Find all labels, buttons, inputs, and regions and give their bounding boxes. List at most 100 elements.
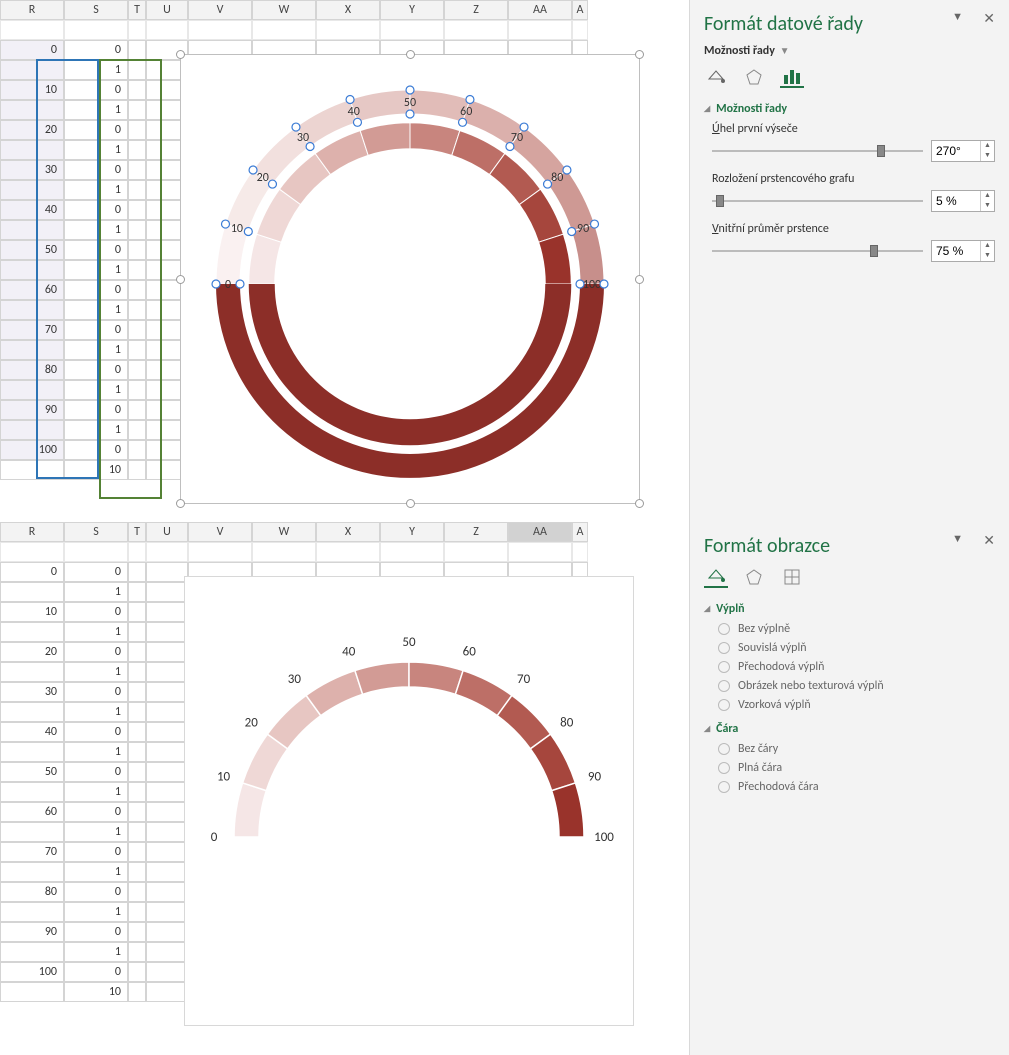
cell[interactable]: 0 [64,40,128,60]
cell[interactable]: 0 [64,602,128,622]
cell[interactable] [0,180,64,200]
cell[interactable]: 1 [64,260,128,280]
cell[interactable]: 10 [64,982,128,1002]
cell[interactable]: 30 [0,682,64,702]
cell[interactable] [128,400,146,420]
radio-option[interactable]: Souvislá výplň [718,641,995,655]
cell[interactable]: 0 [64,360,128,380]
cell[interactable] [128,440,146,460]
cell[interactable] [128,602,146,622]
cell[interactable] [0,140,64,160]
cell[interactable] [128,982,146,1002]
cell[interactable]: 90 [0,922,64,942]
cell[interactable]: 0 [64,120,128,140]
cell[interactable]: 90 [0,400,64,420]
cell[interactable]: 1 [64,902,128,922]
cell[interactable]: 0 [64,682,128,702]
hole-spinner[interactable]: ▲▼ [931,240,995,262]
cell[interactable]: 100 [0,440,64,460]
cell[interactable]: 1 [64,822,128,842]
cell[interactable] [146,682,188,702]
cell[interactable] [128,240,146,260]
cell[interactable] [128,722,146,742]
col-header[interactable]: U [146,522,188,542]
cell[interactable]: 0 [64,160,128,180]
col-header[interactable]: R [0,0,64,20]
cell[interactable] [128,220,146,240]
cell[interactable] [128,702,146,722]
cell[interactable] [0,220,64,240]
cell[interactable]: 80 [0,882,64,902]
cell[interactable] [128,40,146,60]
cell[interactable]: 60 [0,802,64,822]
panel-subtitle[interactable]: Možnosti řady ▼ [704,44,995,58]
cell[interactable] [128,942,146,962]
fill-line-icon[interactable] [704,566,728,588]
cell[interactable] [128,100,146,120]
cell[interactable] [146,622,188,642]
cell[interactable] [146,702,188,722]
cell[interactable] [128,380,146,400]
cell[interactable] [128,762,146,782]
cell[interactable]: 1 [64,380,128,400]
cell[interactable]: 1 [64,220,128,240]
col-header[interactable]: Y [380,522,444,542]
angle-slider[interactable] [712,144,923,158]
cell[interactable]: 1 [64,662,128,682]
cell[interactable]: 40 [0,200,64,220]
cell[interactable]: 10 [64,460,128,480]
radio-option[interactable]: Bez výplně [718,622,995,636]
panel-menu-chevron[interactable]: ▼ [952,10,963,23]
cell[interactable] [128,300,146,320]
cell[interactable] [128,320,146,340]
cell[interactable] [128,882,146,902]
cell[interactable] [0,702,64,722]
cell[interactable] [128,802,146,822]
cell[interactable] [0,942,64,962]
cell[interactable] [0,260,64,280]
col-header[interactable]: T [128,0,146,20]
cell[interactable] [128,280,146,300]
cell[interactable]: 0 [64,562,128,582]
cell[interactable] [0,982,64,1002]
cell[interactable]: 0 [64,762,128,782]
cell[interactable] [128,180,146,200]
cell[interactable] [146,842,188,862]
cell[interactable] [128,622,146,642]
cell[interactable]: 1 [64,60,128,80]
cell[interactable] [128,902,146,922]
cell[interactable] [128,662,146,682]
cell[interactable] [146,922,188,942]
cell[interactable] [128,460,146,480]
cell[interactable] [128,642,146,662]
line-section-header[interactable]: Čára [704,722,995,736]
cell[interactable] [0,662,64,682]
cell[interactable]: 10 [0,602,64,622]
cell[interactable]: 0 [64,80,128,100]
radio-option[interactable]: Bez čáry [718,742,995,756]
cell[interactable] [128,962,146,982]
cell[interactable] [146,862,188,882]
col-header[interactable]: A [572,522,588,542]
col-header[interactable]: W [252,522,316,542]
cell[interactable]: 50 [0,762,64,782]
panel-menu-chevron[interactable]: ▼ [952,532,963,545]
cell[interactable]: 0 [64,722,128,742]
cell[interactable]: 50 [0,240,64,260]
cell[interactable] [146,942,188,962]
cell[interactable]: 1 [64,582,128,602]
cell[interactable] [146,822,188,842]
cell[interactable] [128,60,146,80]
size-props-icon[interactable] [780,566,804,588]
radio-option[interactable]: Vzorková výplň [718,698,995,712]
cell[interactable]: 1 [64,420,128,440]
cell[interactable] [146,902,188,922]
cell[interactable]: 0 [64,842,128,862]
cell[interactable] [0,100,64,120]
cell[interactable]: 1 [64,622,128,642]
cell[interactable]: 0 [64,962,128,982]
cell[interactable] [0,300,64,320]
cell[interactable]: 1 [64,782,128,802]
cell[interactable]: 0 [64,400,128,420]
cell[interactable] [128,200,146,220]
